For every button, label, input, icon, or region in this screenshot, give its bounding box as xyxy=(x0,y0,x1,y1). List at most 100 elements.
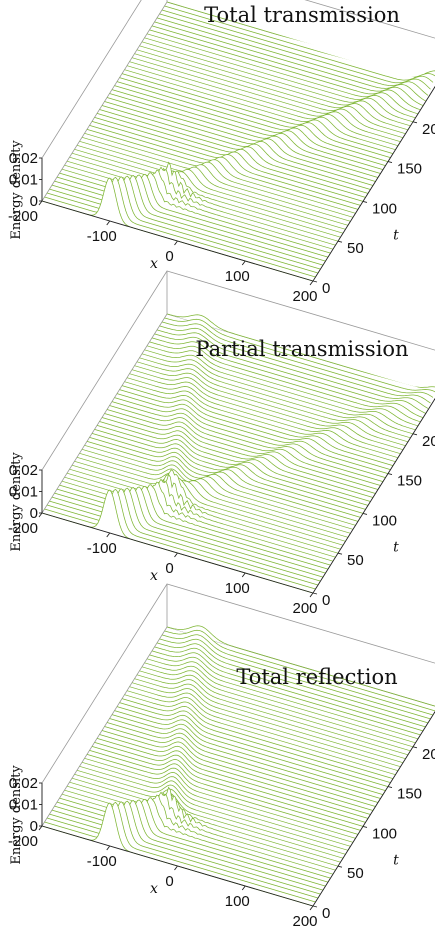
x-tick-label: 0 xyxy=(165,873,173,890)
t-tick-mark xyxy=(337,552,343,555)
t-tick-mark xyxy=(312,280,318,283)
t-tick-mark xyxy=(362,512,368,515)
t-tick-mark xyxy=(387,161,393,164)
z-tick-label: 0.01 xyxy=(9,172,38,189)
t-tick-label: 0 xyxy=(322,592,330,609)
series-trace-t25 xyxy=(54,799,326,887)
z-tick-label: 0.02 xyxy=(9,150,38,167)
series-trace-t30 xyxy=(56,798,329,883)
t-tick-label: 50 xyxy=(347,865,364,882)
series-trace-t230 xyxy=(156,642,429,724)
x-tick-label: 100 xyxy=(225,893,250,910)
series-trace-t235 xyxy=(159,638,431,720)
series-trace-t190 xyxy=(136,674,409,756)
t-axis-line xyxy=(312,85,435,282)
series-trace-t205 xyxy=(144,37,416,119)
series-trace-t215 xyxy=(149,29,421,111)
x-tick-mark xyxy=(241,572,246,578)
x-tick-mark xyxy=(241,260,246,266)
series-trace-t15 xyxy=(49,487,321,582)
series-trace-t210 xyxy=(146,33,419,115)
series-trace-t75 xyxy=(79,140,351,222)
series-trace-t65 xyxy=(74,460,346,542)
t-tick-label: 100 xyxy=(372,200,397,217)
t-tick-mark xyxy=(412,121,418,124)
chart-title: Total reflection xyxy=(236,665,397,689)
series-trace-t30 xyxy=(56,173,329,258)
x-tick-mark xyxy=(106,532,111,538)
traces xyxy=(41,625,435,907)
series-trace-t155 xyxy=(119,77,391,158)
x-tick-mark xyxy=(38,825,43,831)
z-tick-label: 0.02 xyxy=(9,462,38,479)
series-trace-t210 xyxy=(146,345,419,427)
x-tick-mark xyxy=(174,552,178,558)
series-trace-t75 xyxy=(79,765,351,847)
series-trace-t85 xyxy=(84,757,356,839)
t-axis-label: t xyxy=(393,227,399,243)
series-trace-t20 xyxy=(51,800,324,891)
x-axis-label: x xyxy=(150,568,158,584)
z-tick-label: 0 xyxy=(30,818,38,835)
series-trace-t205 xyxy=(144,662,416,744)
series-trace-t215 xyxy=(149,341,421,423)
x-tick-label: -200 xyxy=(8,520,38,537)
x-tick-label: 200 xyxy=(292,288,317,305)
t-tick-label: 150 xyxy=(397,786,422,803)
series-trace-t80 xyxy=(81,448,354,530)
series-trace-t85 xyxy=(84,444,356,526)
chart-panel-3: -1000100200-20005010015020025000.010.02x… xyxy=(8,583,435,930)
x-tick-mark xyxy=(174,865,178,871)
z-axis-label: Energy density xyxy=(9,765,24,865)
t-tick-label: 100 xyxy=(372,512,397,529)
series-trace-t145 xyxy=(114,85,386,166)
x-tick-mark xyxy=(309,280,314,286)
z-tick-label: 0 xyxy=(30,193,38,210)
series-trace-t220 xyxy=(151,25,424,106)
t-tick-label: 50 xyxy=(347,552,364,569)
series-trace-t60 xyxy=(71,464,344,546)
series-trace-t150 xyxy=(116,81,389,162)
t-tick-label: 100 xyxy=(372,825,397,842)
x-tick-label: -200 xyxy=(8,833,38,850)
z-tick-label: 0.02 xyxy=(9,775,38,792)
series-trace-t195 xyxy=(139,45,411,127)
z-tick-label: 0 xyxy=(30,505,38,522)
chart-title: Partial transmission xyxy=(195,337,408,361)
t-tick-mark xyxy=(362,825,368,828)
x-tick-mark xyxy=(38,512,43,518)
series-trace-t205 xyxy=(144,349,416,431)
series-trace-t30 xyxy=(56,485,329,570)
t-tick-mark xyxy=(387,473,393,476)
series-trace-t20 xyxy=(51,175,324,266)
x-tick-label: 100 xyxy=(225,580,250,597)
t-tick-label: 200 xyxy=(422,433,435,450)
series-trace-t20 xyxy=(51,487,324,578)
axes: -1000100200-20005010015020025000.010.02x… xyxy=(8,397,435,617)
series-trace-t225 xyxy=(154,21,426,102)
t-tick-label: 0 xyxy=(322,280,330,297)
series-trace-t80 xyxy=(81,761,354,843)
series-trace-t200 xyxy=(141,666,414,748)
t-axis-label: t xyxy=(393,852,399,868)
series-trace-t15 xyxy=(49,175,321,270)
series-trace-t70 xyxy=(76,456,349,538)
t-tick-label: 0 xyxy=(322,905,330,922)
t-tick-label: 200 xyxy=(422,121,435,138)
x-tick-label: 0 xyxy=(165,248,173,265)
series-trace-t235 xyxy=(159,13,431,90)
x-tick-mark xyxy=(309,592,314,598)
axes: -1000100200-20005010015020025000.010.02x… xyxy=(8,85,435,305)
x-tick-mark xyxy=(174,240,178,246)
series-trace-t230 xyxy=(156,17,429,96)
series-trace-t200 xyxy=(141,41,414,123)
z-axis-label: Energy density xyxy=(9,452,24,552)
axes: -1000100200-20005010015020025000.010.02x… xyxy=(8,710,435,930)
x-tick-label: 100 xyxy=(225,268,250,285)
x-tick-label: -100 xyxy=(87,228,117,245)
series-trace-t110 xyxy=(96,425,369,506)
x-tick-label: 200 xyxy=(292,913,317,930)
t-axis-line xyxy=(312,397,435,594)
series-trace-t120 xyxy=(101,105,374,186)
t-tick-mark xyxy=(362,200,368,203)
